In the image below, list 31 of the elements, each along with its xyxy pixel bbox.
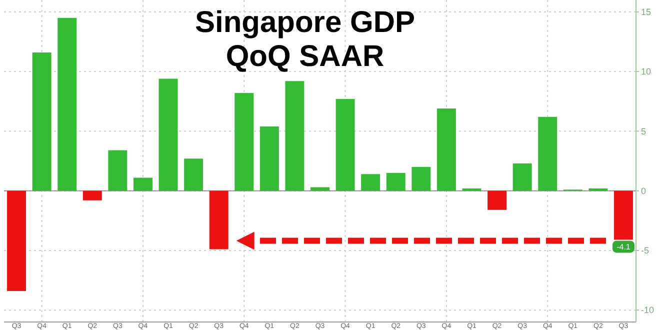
y-tick-label: 5	[641, 126, 646, 136]
bar	[209, 190, 228, 250]
y-tick-label: -5	[641, 246, 650, 256]
bar	[260, 126, 279, 191]
bar	[436, 108, 456, 191]
bar	[588, 188, 608, 191]
y-tick-label: -10	[641, 305, 654, 316]
bar	[412, 166, 431, 191]
bar	[32, 52, 52, 191]
bar	[7, 190, 26, 291]
bar	[184, 158, 204, 191]
bar	[108, 150, 128, 191]
bar	[488, 190, 507, 210]
bar	[133, 178, 152, 191]
bar	[310, 187, 330, 191]
y-tick-label: 15	[641, 7, 652, 18]
y-tick-label: 0	[641, 186, 646, 196]
y-tick-label: 10	[641, 66, 652, 77]
bar	[58, 18, 77, 191]
bar	[336, 98, 355, 191]
bar	[82, 190, 102, 200]
bar	[361, 174, 380, 191]
bar	[538, 116, 558, 191]
bar	[462, 188, 482, 191]
bar	[234, 93, 254, 191]
bar	[285, 81, 304, 191]
bar	[158, 78, 178, 191]
bar	[386, 172, 406, 191]
data-label: -4.1	[616, 242, 631, 252]
text: Singapore GDP QoQ SAAR	[194, 6, 416, 73]
bar	[512, 163, 532, 191]
